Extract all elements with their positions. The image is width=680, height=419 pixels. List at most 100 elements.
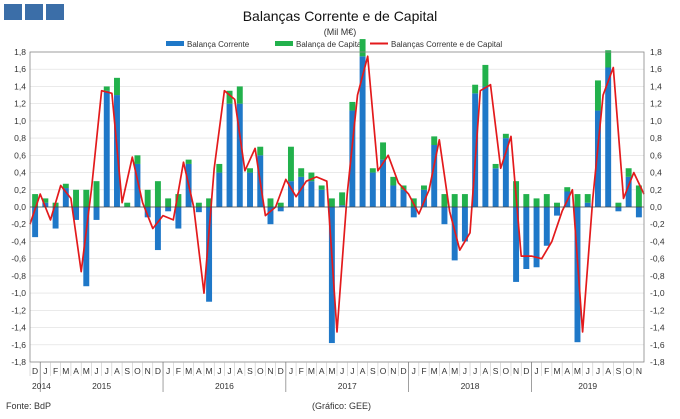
x-year-label: 2014 xyxy=(32,381,51,391)
bar-capital-account xyxy=(226,90,233,104)
bar-current-account xyxy=(502,138,509,207)
x-month-label: N xyxy=(267,366,273,376)
bar-capital-account xyxy=(461,194,468,207)
bar-current-account xyxy=(206,207,213,302)
bar-capital-account xyxy=(615,202,622,207)
x-month-label: A xyxy=(605,366,611,376)
bar-capital-account xyxy=(195,202,202,207)
chart-legend: Balança Corrente Balança de Capital Balanç… xyxy=(166,40,502,49)
y-tick-label-left: -1,8 xyxy=(11,357,26,367)
x-month-label: M xyxy=(451,366,458,376)
x-month-label: M xyxy=(431,366,438,376)
y-tick-label-left: 1,4 xyxy=(14,81,26,91)
bar-current-account xyxy=(410,207,417,218)
bar-capital-account xyxy=(318,185,325,190)
x-month-label: D xyxy=(155,366,161,376)
bar-current-account xyxy=(195,207,202,213)
x-month-label: F xyxy=(299,366,304,376)
y-tick-label-left: -0,4 xyxy=(11,236,26,246)
x-month-label: M xyxy=(328,366,335,376)
bar-capital-account xyxy=(257,146,264,156)
bar-current-account xyxy=(390,185,397,207)
legend-label: Balança Corrente xyxy=(187,40,250,49)
x-month-label: A xyxy=(483,366,489,376)
bar-capital-account xyxy=(124,202,131,207)
x-month-label: N xyxy=(636,366,642,376)
bar-capital-account xyxy=(134,155,141,164)
x-month-label: D xyxy=(278,366,284,376)
bar-current-account xyxy=(165,207,172,212)
x-month-label: J xyxy=(586,366,590,376)
x-year-label: 2019 xyxy=(578,381,597,391)
x-month-label: O xyxy=(257,366,264,376)
bar-capital-account xyxy=(584,194,591,203)
bar-current-account xyxy=(339,205,346,207)
bar-current-account xyxy=(62,188,69,207)
x-month-label: M xyxy=(206,366,213,376)
bar-capital-account xyxy=(298,168,305,177)
chart-title: Balanças Corrente e de Capital xyxy=(243,8,438,24)
bar-capital-account xyxy=(543,194,550,207)
bar-capital-account xyxy=(431,136,438,145)
legend-label: Balança de Capital xyxy=(296,40,363,49)
x-month-label: D xyxy=(523,366,529,376)
y-tick-label-right: -1,8 xyxy=(650,357,665,367)
x-month-label: S xyxy=(493,366,499,376)
x-month-label: F xyxy=(421,366,426,376)
bar-current-account xyxy=(543,207,550,246)
bar-current-account xyxy=(594,110,601,207)
x-month-label: M xyxy=(83,366,90,376)
source-note: Fonte: BdP xyxy=(6,401,52,411)
bar-capital-account xyxy=(482,64,489,87)
bar-current-account xyxy=(635,207,642,218)
bar-current-account xyxy=(32,207,39,238)
y-tick-label-left: 0,0 xyxy=(14,202,26,212)
bar-capital-account xyxy=(472,84,479,94)
bar-current-account xyxy=(277,207,284,212)
y-tick-label-right: 1,0 xyxy=(650,116,662,126)
bar-current-account xyxy=(216,172,223,207)
y-tick-label-right: -1,4 xyxy=(650,323,665,333)
x-month-label: S xyxy=(124,366,130,376)
y-tick-label-right: 1,8 xyxy=(650,47,662,57)
bar-current-account xyxy=(533,207,540,268)
bar-capital-account xyxy=(308,172,315,182)
bar-capital-account xyxy=(390,176,397,186)
y-tick-label-left: 1,0 xyxy=(14,116,26,126)
x-month-label: M xyxy=(553,366,560,376)
bar-capital-account xyxy=(349,101,356,111)
bar-capital-account xyxy=(625,168,632,177)
bar-current-account xyxy=(154,207,161,251)
x-month-label: O xyxy=(380,366,387,376)
bar-capital-account xyxy=(635,185,642,207)
bar-capital-account xyxy=(605,50,612,68)
bar-current-account xyxy=(175,207,182,229)
x-year-label: 2018 xyxy=(461,381,480,391)
bar-capital-account xyxy=(339,192,346,206)
x-month-label: J xyxy=(227,366,231,376)
x-month-label: N xyxy=(145,366,151,376)
bar-capital-account xyxy=(328,198,335,207)
bar-capital-account xyxy=(533,198,540,207)
series-line-total xyxy=(29,55,645,333)
bar-capital-account xyxy=(73,189,80,207)
bar-capital-account xyxy=(267,198,274,207)
bar-current-account xyxy=(554,207,560,216)
bar-capital-account xyxy=(185,159,192,164)
bar-capital-account xyxy=(103,86,110,91)
y-tick-label-right: 0,8 xyxy=(650,133,662,143)
decoration-box xyxy=(4,4,22,20)
bar-current-account xyxy=(359,56,366,207)
bar-current-account xyxy=(134,163,141,207)
bar-capital-account xyxy=(441,194,448,207)
y-tick-label-left: -0,2 xyxy=(11,219,26,229)
credit-note: (Gráfico: GEE) xyxy=(312,401,372,411)
x-month-label: M xyxy=(308,366,315,376)
bar-current-account xyxy=(482,86,489,207)
bar-capital-account xyxy=(287,146,294,182)
bar-capital-account xyxy=(421,185,427,190)
bar-current-account xyxy=(523,207,530,269)
bar-current-account xyxy=(52,207,59,229)
bar-current-account xyxy=(103,90,110,207)
